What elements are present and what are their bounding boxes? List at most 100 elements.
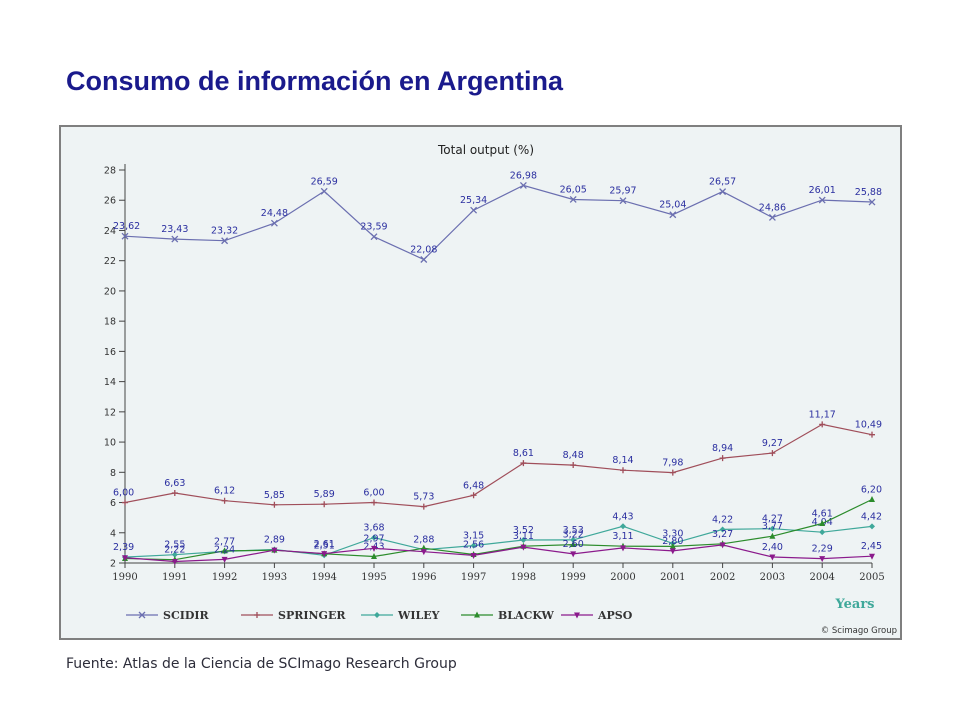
x-tick-label: 2001 — [660, 572, 685, 583]
data-label-wiley: 2,55 — [164, 540, 185, 551]
data-point-wiley — [570, 536, 577, 543]
data-label-scidir: 25,04 — [659, 200, 686, 211]
data-label-blackw: 3,11 — [612, 531, 633, 542]
data-point-apso — [122, 555, 128, 562]
y-tick-label: 8 — [110, 468, 116, 479]
data-point-scidir — [818, 196, 826, 204]
data-point-scidir — [270, 219, 278, 227]
data-label-wiley: 3,53 — [563, 525, 584, 536]
x-tick-label: 1991 — [162, 572, 187, 583]
data-point-blackw — [371, 553, 377, 560]
data-label-wiley: 2,77 — [214, 536, 235, 547]
data-label-blackw: 3,77 — [762, 521, 783, 532]
x-tick-label: 1997 — [461, 572, 486, 583]
x-tick-label: 1996 — [411, 572, 436, 583]
data-point-scidir — [669, 211, 677, 219]
data-label-scidir: 23,32 — [211, 226, 238, 237]
x-tick-label: 1999 — [560, 572, 585, 583]
data-label-blackw: 3,27 — [712, 529, 733, 540]
data-label-springer: 9,27 — [762, 438, 783, 449]
data-label-springer: 6,12 — [214, 486, 235, 497]
data-label-wiley: 2,39 — [113, 542, 134, 553]
data-label-blackw: 3,22 — [563, 530, 584, 541]
data-label-scidir: 26,98 — [510, 170, 537, 181]
data-point-springer — [171, 490, 178, 497]
x-tick-label: 1995 — [361, 572, 386, 583]
y-tick-label: 22 — [104, 256, 116, 267]
data-label-blackw: 3,11 — [513, 531, 534, 542]
x-tick-label: 1993 — [262, 572, 287, 583]
source-note: Fuente: Atlas de la Ciencia de SCImago R… — [66, 656, 457, 672]
data-point-wiley — [719, 526, 726, 533]
data-label-springer: 6,00 — [363, 488, 384, 499]
data-label-scidir: 26,59 — [311, 176, 338, 187]
y-tick-label: 6 — [110, 498, 116, 509]
data-point-wiley — [819, 529, 826, 536]
data-point-apso — [869, 553, 875, 560]
data-point-springer — [271, 501, 278, 508]
data-point-springer — [769, 450, 776, 457]
data-point-wiley — [869, 523, 875, 530]
data-label-wiley: 4,22 — [712, 514, 733, 525]
data-point-springer — [520, 460, 527, 467]
data-point-scidir — [171, 235, 179, 243]
data-label-springer: 8,14 — [612, 455, 633, 466]
data-label-blackw: 2,56 — [463, 540, 484, 551]
data-point-blackw — [669, 542, 676, 549]
data-label-blackw: 2,61 — [314, 539, 335, 550]
series-line-springer — [124, 423, 873, 508]
data-label-springer: 8,48 — [563, 450, 584, 461]
y-tick-label: 16 — [104, 347, 116, 358]
x-tick-label: 1990 — [112, 572, 137, 583]
data-label-scidir: 25,97 — [609, 186, 636, 197]
legend-label-blackw: BLACKW — [498, 609, 554, 622]
data-label-blackw: 4,61 — [812, 509, 833, 520]
x-tick-label: 1998 — [511, 572, 536, 583]
x-tick-label: 1994 — [311, 572, 336, 583]
data-label-scidir: 26,57 — [709, 177, 736, 188]
x-axis-title: Years — [834, 597, 874, 612]
x-tick-label: 2004 — [809, 572, 834, 583]
y-tick-label: 18 — [104, 317, 116, 328]
y-tick-label: 10 — [104, 438, 116, 449]
data-label-blackw: 6,20 — [861, 485, 882, 496]
data-label-apso: 2,45 — [861, 541, 882, 552]
data-point-apso — [620, 545, 626, 552]
x-tick-label: 2003 — [760, 572, 785, 583]
chart-credit: © Scimago Group — [821, 626, 897, 636]
chart-frame: Total output (%) 2 4 6 8 10 12 14 16 18 20 22 24 26 28… — [59, 125, 902, 640]
data-label-springer: 6,00 — [113, 488, 134, 499]
data-point-scidir — [121, 232, 129, 240]
data-label-scidir: 24,86 — [759, 202, 786, 213]
data-label-wiley: 4,43 — [612, 511, 633, 522]
series-line-blackw — [124, 498, 873, 561]
data-label-springer: 5,73 — [413, 492, 434, 503]
data-point-apso — [470, 552, 477, 559]
data-label-springer: 6,63 — [164, 478, 185, 489]
data-label-springer: 10,49 — [855, 420, 882, 431]
data-point-springer — [321, 501, 328, 508]
data-label-springer: 11,17 — [809, 409, 836, 420]
data-point-apso — [221, 556, 228, 563]
data-label-wiley: 3,52 — [513, 525, 534, 536]
y-tick-label: 20 — [104, 286, 116, 297]
data-point-scidir — [470, 206, 478, 214]
legend-label-scidir: SCIDIR — [163, 609, 210, 622]
data-point-scidir — [320, 187, 328, 195]
legend-label-wiley: WILEY — [397, 609, 440, 622]
data-point-springer — [669, 469, 676, 476]
series-line-scidir — [124, 184, 873, 261]
data-label-scidir: 23,62 — [113, 221, 140, 232]
data-label-springer: 8,61 — [513, 448, 534, 459]
data-point-blackw — [221, 547, 228, 554]
legend-marker-springer — [254, 612, 260, 618]
data-point-blackw — [769, 532, 776, 539]
data-label-wiley: 2,89 — [264, 535, 285, 546]
data-label-scidir: 25,88 — [855, 187, 882, 198]
data-label-scidir: 26,05 — [560, 184, 587, 195]
series-line-wiley — [124, 525, 873, 558]
data-label-springer: 5,89 — [314, 489, 335, 500]
data-point-apso — [769, 554, 776, 561]
data-point-apso — [271, 547, 278, 554]
data-point-blackw — [819, 520, 826, 527]
